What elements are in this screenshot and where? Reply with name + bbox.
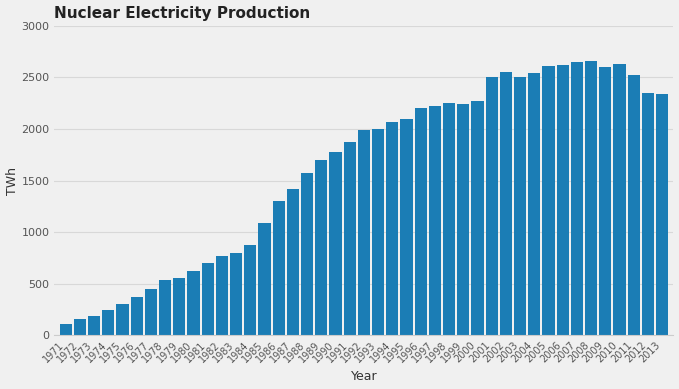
Bar bbox=[329, 152, 342, 335]
Bar bbox=[60, 324, 72, 335]
Bar bbox=[116, 305, 128, 335]
Bar bbox=[386, 122, 399, 335]
Bar bbox=[557, 65, 569, 335]
Bar bbox=[401, 119, 413, 335]
Bar bbox=[287, 189, 299, 335]
Y-axis label: TWh: TWh bbox=[5, 166, 18, 194]
Bar bbox=[443, 103, 455, 335]
Bar bbox=[471, 101, 483, 335]
Bar bbox=[543, 66, 555, 335]
Bar bbox=[429, 106, 441, 335]
Bar bbox=[642, 93, 654, 335]
Bar bbox=[372, 129, 384, 335]
Bar bbox=[187, 272, 200, 335]
Bar bbox=[273, 202, 285, 335]
Bar bbox=[159, 280, 171, 335]
Bar bbox=[244, 245, 256, 335]
Text: Nuclear Electricity Production: Nuclear Electricity Production bbox=[54, 5, 310, 21]
Bar bbox=[457, 104, 469, 335]
Bar bbox=[216, 256, 228, 335]
Bar bbox=[613, 64, 625, 335]
Bar bbox=[415, 109, 426, 335]
Bar bbox=[571, 62, 583, 335]
Bar bbox=[315, 160, 327, 335]
Bar bbox=[173, 278, 185, 335]
Bar bbox=[656, 94, 668, 335]
Bar bbox=[259, 223, 270, 335]
Bar bbox=[202, 263, 214, 335]
Bar bbox=[585, 61, 597, 335]
Bar bbox=[528, 74, 540, 335]
Bar bbox=[485, 77, 498, 335]
Bar bbox=[500, 72, 512, 335]
Bar bbox=[301, 173, 313, 335]
X-axis label: Year: Year bbox=[350, 370, 378, 384]
Bar bbox=[627, 75, 640, 335]
Bar bbox=[103, 310, 114, 335]
Bar bbox=[130, 297, 143, 335]
Bar bbox=[600, 67, 611, 335]
Bar bbox=[358, 130, 370, 335]
Bar bbox=[230, 253, 242, 335]
Bar bbox=[88, 316, 100, 335]
Bar bbox=[74, 319, 86, 335]
Bar bbox=[145, 289, 157, 335]
Bar bbox=[514, 77, 526, 335]
Bar bbox=[344, 142, 356, 335]
